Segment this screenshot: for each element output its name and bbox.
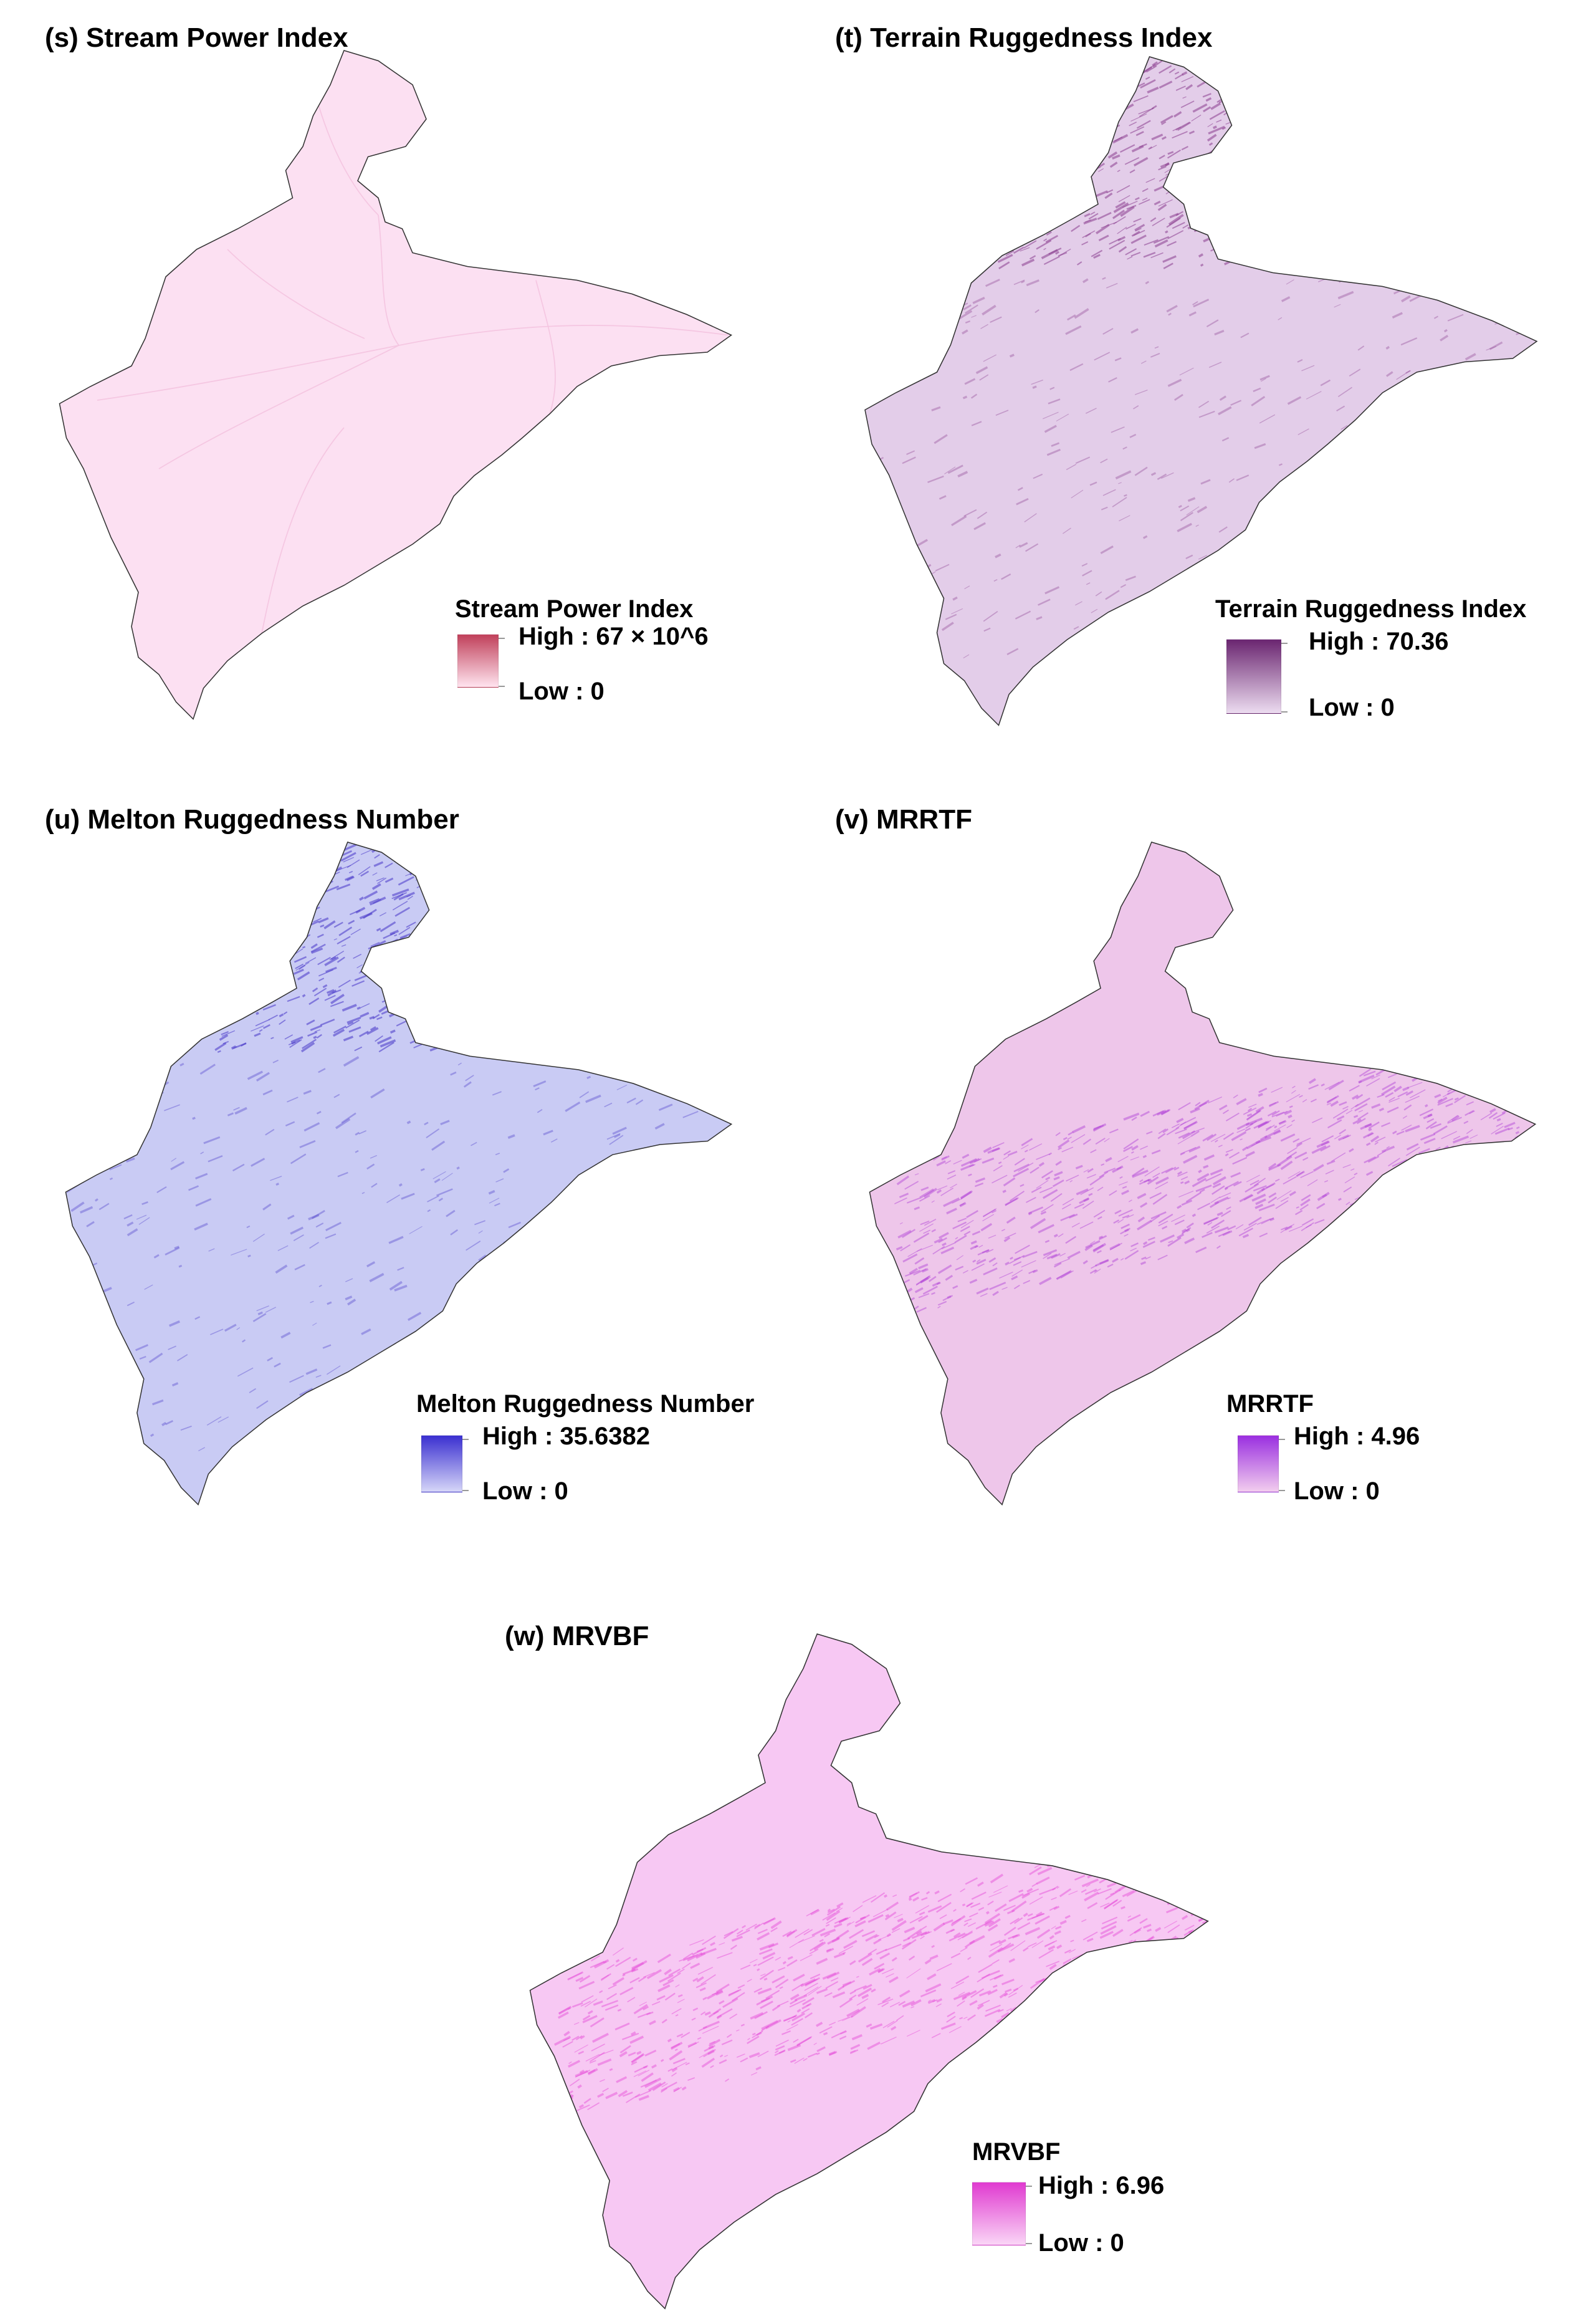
basin-fill — [865, 57, 1537, 726]
legend-high-label: High : 6.96 — [1038, 2172, 1165, 2199]
legend-high-label: High : 67 × 10^6 — [518, 623, 709, 650]
legend: Terrain Ruggedness Index High : 70.36 Lo… — [1215, 595, 1564, 732]
legend-tick-low — [462, 1490, 469, 1491]
basin-boundary — [65, 841, 733, 1506]
legend-tick-low — [499, 686, 505, 687]
panel-title: (s) Stream Power Index — [45, 22, 348, 53]
panel-title: (v) MRRTF — [835, 804, 972, 835]
basin-map — [65, 841, 733, 1506]
legend-high-label: High : 70.36 — [1309, 628, 1449, 655]
legend-color-ramp — [457, 634, 499, 688]
legend-tick-low — [1279, 1490, 1285, 1491]
legend-high-label: High : 4.96 — [1294, 1423, 1420, 1450]
basin-boundary — [869, 841, 1537, 1506]
basin-map — [529, 1633, 1209, 2310]
basin-fill — [869, 842, 1536, 1505]
legend-tick-high — [1279, 1439, 1285, 1440]
legend-title: Stream Power Index — [455, 595, 694, 623]
panel-title: (u) Melton Ruggedness Number — [45, 804, 459, 835]
basin-boundary — [529, 1633, 1209, 2310]
legend-high-label: High : 35.6382 — [482, 1423, 651, 1450]
basin-map — [59, 50, 733, 720]
legend-tick-high — [462, 1439, 469, 1440]
basin-boundary — [59, 50, 733, 720]
panel-title: (w) MRVBF — [505, 1621, 649, 1651]
legend-color-ramp — [421, 1435, 462, 1492]
legend-title: MRVBF — [972, 2138, 1061, 2166]
legend-low-label: Low : 0 — [1294, 1477, 1380, 1505]
basin-fill — [65, 842, 732, 1505]
legend: Melton Ruggedness Number High : 35.6382 … — [416, 1390, 790, 1515]
basin-fill — [530, 1634, 1208, 2309]
legend-tick-low — [1281, 711, 1288, 713]
panel-title: (t) Terrain Ruggedness Index — [835, 22, 1213, 53]
basin-map — [864, 56, 1538, 726]
legend-low-label: Low : 0 — [482, 1477, 568, 1505]
legend-low-label: Low : 0 — [1309, 694, 1395, 721]
legend-tick-high — [499, 638, 505, 639]
basin-map — [869, 841, 1537, 1506]
legend-title: Melton Ruggedness Number — [416, 1390, 755, 1418]
legend-low-label: Low : 0 — [518, 678, 604, 705]
legend-color-ramp — [1226, 639, 1281, 714]
legend: MRRTF High : 4.96 Low : 0 — [1226, 1390, 1476, 1515]
legend-tick-low — [1026, 2243, 1032, 2244]
legend-tick-high — [1026, 2186, 1032, 2187]
legend-color-ramp — [1238, 1435, 1279, 1492]
terrain-texture — [97, 98, 729, 634]
legend: Stream Power Index High : 67 × 10^6 Low … — [455, 595, 779, 720]
legend-title: MRRTF — [1226, 1390, 1314, 1418]
basin-fill — [59, 50, 732, 719]
basin-boundary — [864, 56, 1538, 726]
legend-title: Terrain Ruggedness Index — [1215, 595, 1527, 623]
legend-low-label: Low : 0 — [1038, 2229, 1124, 2257]
legend: MRVBF High : 6.96 Low : 0 — [972, 2138, 1221, 2275]
legend-color-ramp — [972, 2182, 1026, 2245]
legend-tick-high — [1281, 643, 1288, 644]
